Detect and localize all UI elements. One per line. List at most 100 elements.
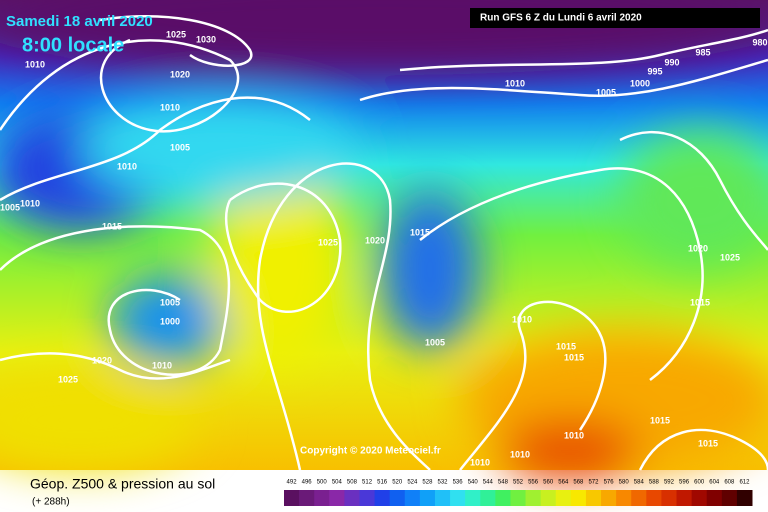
colorbar-swatch xyxy=(329,490,345,506)
isobar-label: 1015 xyxy=(102,221,122,231)
isobar-label: 1010 xyxy=(152,360,172,370)
isobar-label: 1010 xyxy=(512,314,532,324)
colorbar-label: 560 xyxy=(543,480,554,486)
isobar-label: 1010 xyxy=(20,198,40,208)
isobar-label: 1010 xyxy=(160,102,180,112)
colorbar: 492 496 500 504 508 512 516 520 524 528 532 536 540 5… xyxy=(284,480,753,506)
footer-title: Géop. Z500 & pression au sol xyxy=(30,476,215,492)
colorbar-label: 612 xyxy=(739,480,750,486)
colorbar-label: 504 xyxy=(332,480,343,486)
isobar-label: 985 xyxy=(695,47,710,57)
colorbar-label: 540 xyxy=(468,480,479,486)
isobar-label: 980 xyxy=(752,37,767,47)
colorbar-swatch xyxy=(570,490,587,506)
colorbar-swatch xyxy=(434,490,451,506)
colorbar-label: 552 xyxy=(513,480,524,486)
colorbar-label: 576 xyxy=(604,480,615,486)
isobars xyxy=(0,15,768,471)
isobar-label: 1015 xyxy=(556,341,576,351)
isobar-label: 1025 xyxy=(318,237,338,247)
isobar-label: 1005 xyxy=(170,142,190,152)
colorbar-swatch xyxy=(585,490,602,506)
colorbar-label: 544 xyxy=(483,480,494,486)
isobar-label: 1010 xyxy=(470,457,490,467)
isobar-label: 1015 xyxy=(690,297,710,307)
colorbar-swatch xyxy=(465,490,481,506)
isobar-label: 1020 xyxy=(365,235,385,245)
colorbar-swatch xyxy=(419,490,436,506)
colorbar-label: 572 xyxy=(588,480,599,486)
colorbar-swatch xyxy=(525,490,542,506)
isobar-label: 995 xyxy=(647,66,662,76)
colorbar-swatch xyxy=(721,490,738,506)
isobar-label: 1015 xyxy=(564,352,584,362)
colorbar-label: 588 xyxy=(649,480,660,486)
colorbar-swatch xyxy=(616,490,632,506)
time: 8:00 locale xyxy=(22,34,124,56)
colorbar-label: 508 xyxy=(347,480,358,486)
isobar-label: 1010 xyxy=(505,78,525,88)
colorbar-label: 516 xyxy=(377,480,388,486)
colorbar-swatch xyxy=(299,490,315,506)
colorbar-swatch xyxy=(601,490,617,506)
copyright: Copyright © 2020 Meteociel.fr xyxy=(300,446,441,457)
colorbar-swatch xyxy=(344,490,360,506)
isobar-label: 1000 xyxy=(630,78,650,88)
isobar-label: 1020 xyxy=(170,69,190,79)
colorbar-label: 536 xyxy=(453,480,464,486)
isobar-label: 1005 xyxy=(596,87,616,97)
isobar-label: 990 xyxy=(664,57,679,67)
colorbar-swatch xyxy=(510,490,527,506)
colorbar-swatch xyxy=(661,490,678,506)
colorbar-swatch xyxy=(359,490,376,506)
colorbar-swatch xyxy=(284,490,300,506)
colorbar-swatch xyxy=(646,490,662,506)
colorbar-label: 496 xyxy=(302,480,313,486)
isobar-label: 1000 xyxy=(160,316,180,326)
date: Samedi 18 avril 2020 xyxy=(6,13,153,30)
isobar-label: 1030 xyxy=(196,34,216,44)
colorbar-label: 524 xyxy=(407,480,418,486)
isobar-label: 1025 xyxy=(58,374,78,384)
isobar-label: 1010 xyxy=(25,59,45,69)
footer-lead: (+ 288h) xyxy=(32,497,70,508)
isobar-label: 1005 xyxy=(160,297,180,307)
colorbar-swatch xyxy=(495,490,511,506)
colorbar-swatch xyxy=(676,490,693,506)
colorbar-label: 580 xyxy=(619,480,630,486)
colorbar-label: 564 xyxy=(558,480,569,486)
colorbar-label: 604 xyxy=(709,480,720,486)
isobar-label: 1010 xyxy=(564,430,584,440)
isobar-label: 1020 xyxy=(688,243,708,253)
isobar-label: 1015 xyxy=(650,415,670,425)
colorbar-label: 592 xyxy=(664,480,675,486)
colorbar-swatch xyxy=(450,490,466,506)
colorbar-label: 500 xyxy=(317,480,328,486)
isobar-label: 1025 xyxy=(166,29,186,39)
colorbar-swatch xyxy=(691,490,708,506)
colorbar-label: 512 xyxy=(362,480,373,486)
isobar-label: 1005 xyxy=(425,337,445,347)
colorbar-label: 596 xyxy=(679,480,690,486)
colorbar-label: 532 xyxy=(438,480,449,486)
colorbar-label: 608 xyxy=(724,480,735,486)
colorbar-swatch xyxy=(736,490,753,506)
isobar-label: 1020 xyxy=(92,355,112,365)
colorbar-label: 556 xyxy=(528,480,539,486)
colorbar-swatch xyxy=(555,490,572,506)
colorbar-label: 528 xyxy=(422,480,433,486)
isobar-label: 1015 xyxy=(698,438,718,448)
colorbar-label: 584 xyxy=(634,480,645,486)
colorbar-swatch xyxy=(540,490,557,506)
colorbar-swatch xyxy=(706,490,723,506)
colorbar-label: 600 xyxy=(694,480,705,486)
colorbar-swatch xyxy=(374,490,391,506)
colorbar-label: 548 xyxy=(498,480,509,486)
isobar-label: 1005 xyxy=(0,202,20,212)
isobar-label: 1010 xyxy=(117,161,137,171)
colorbar-swatch xyxy=(389,490,406,506)
colorbar-swatch xyxy=(480,490,496,506)
isobar-label: 1025 xyxy=(720,252,740,262)
